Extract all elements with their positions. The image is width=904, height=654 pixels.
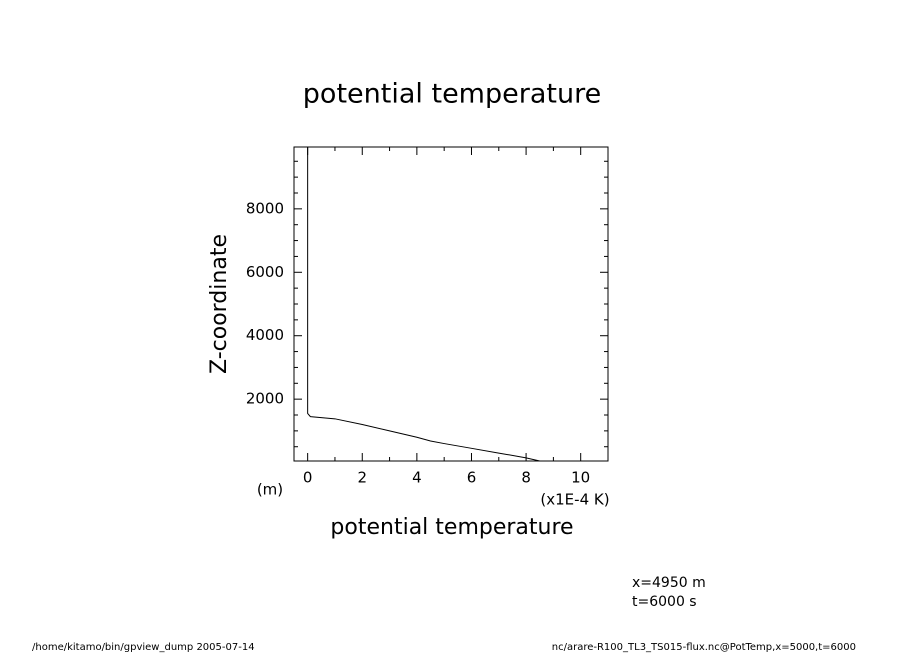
x-tick-label: 2	[357, 469, 367, 487]
footer-right: nc/arare-R100_TL3_TS015-flux.nc@PotTemp,…	[552, 642, 856, 653]
x-tick-label: 10	[571, 469, 590, 487]
y-unit: (m)	[257, 481, 283, 499]
data-line	[307, 147, 540, 462]
chart-title: potential temperature	[303, 79, 601, 110]
x-tick-label: 6	[467, 469, 477, 487]
x-tick-label: 0	[303, 469, 313, 487]
annotation: x=4950 m	[632, 575, 706, 591]
y-tick-label: 6000	[246, 263, 284, 281]
x-tick-label: 8	[521, 469, 531, 487]
footer-left: /home/kitamo/bin/gpview_dump 2005-07-14	[32, 642, 255, 653]
x-unit: (x1E-4 K)	[540, 491, 609, 509]
y-tick-label: 2000	[246, 390, 284, 408]
x-axis-label: potential temperature	[330, 515, 573, 540]
y-tick-label: 8000	[246, 199, 284, 217]
x-tick-label: 4	[412, 469, 422, 487]
y-tick-label: 4000	[246, 326, 284, 344]
y-axis-label: Z-coordinate	[207, 234, 232, 374]
plot-frame	[293, 146, 609, 462]
annotation: t=6000 s	[632, 594, 697, 610]
